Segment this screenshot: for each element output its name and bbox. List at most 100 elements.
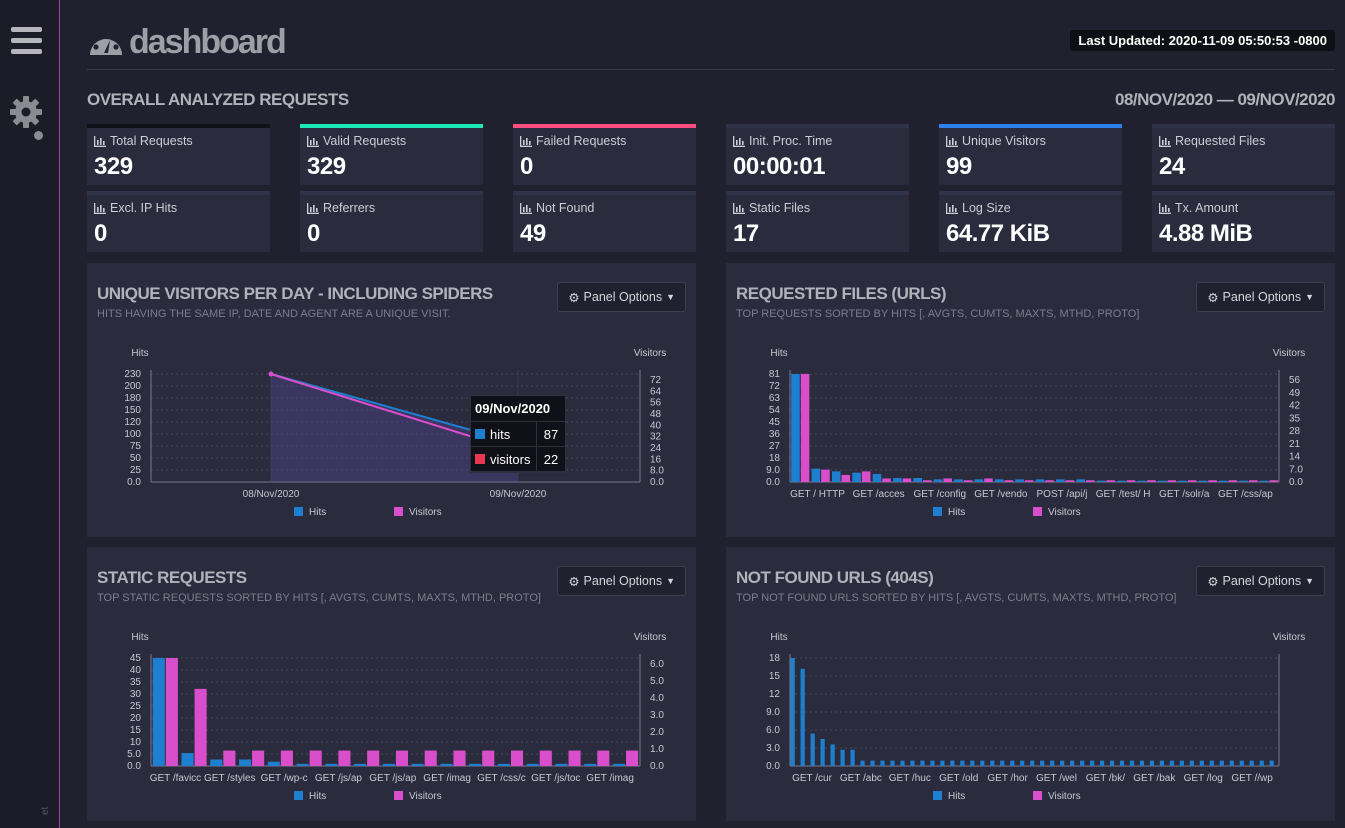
hits-bar	[296, 763, 309, 766]
hits-bar	[872, 474, 882, 482]
settings-gear-icon[interactable]	[9, 95, 43, 129]
x-tick-label: GET /bak	[1133, 773, 1176, 784]
gear-icon: ⚙	[568, 574, 580, 589]
hits-bar	[1198, 480, 1208, 482]
hits-bar	[1089, 760, 1095, 766]
bar-chart-icon	[946, 202, 958, 214]
x-tick-label: GET /vendo	[974, 489, 1028, 500]
y-tick-label: 63	[769, 393, 781, 404]
hits-bar	[852, 472, 861, 482]
card-label: Not Found	[536, 201, 595, 215]
visitors-bar	[1065, 480, 1075, 482]
metric-card: Requested Files 24	[1152, 124, 1335, 185]
hits-bar	[820, 739, 825, 766]
hits-bar	[1159, 760, 1165, 766]
metric-card: Init. Proc. Time 00:00:01	[726, 124, 909, 185]
hits-bar	[181, 753, 194, 766]
visitors-bar	[367, 750, 380, 766]
hits-bar	[497, 763, 510, 766]
visitors-bar	[597, 750, 610, 766]
hits-bar	[810, 733, 815, 766]
hits-bar	[790, 658, 795, 766]
hits-bar	[990, 760, 995, 766]
hits-bar	[1050, 760, 1055, 766]
caret-down-icon: ▼	[1305, 292, 1314, 302]
x-tick-label: GET /test/ H	[1096, 489, 1151, 500]
hits-bar	[584, 763, 597, 766]
hits-bar	[920, 760, 925, 766]
hits-bar	[1119, 760, 1125, 766]
tooltip-row-hits: hits 87	[471, 422, 565, 447]
bar-chart-icon	[94, 202, 106, 214]
visitors-bar	[902, 478, 912, 482]
hits-bar	[1199, 760, 1204, 766]
y2-axis-label: Visitors	[1273, 348, 1306, 359]
visitors-bar	[882, 478, 891, 482]
y-tick-label: 45	[130, 653, 142, 664]
visitors-bar	[963, 480, 973, 482]
metric-card: Referrers 0	[300, 191, 483, 252]
tooltip-row-visitors: visitors 22	[471, 447, 565, 472]
y-tick-label: 0.0	[766, 761, 780, 772]
metric-card: Not Found 49	[513, 191, 696, 252]
hits-bar	[1179, 760, 1184, 766]
bar-chart-icon	[733, 202, 745, 214]
x-tick-label: GET /js/toc	[531, 773, 580, 784]
tooltip-title: 09/Nov/2020	[471, 396, 565, 422]
y-tick-label: 0.0	[127, 477, 141, 488]
legend-swatch-visitors	[1033, 507, 1042, 516]
hits-bar	[1040, 760, 1045, 766]
date-range: 08/NOV/2020 — 09/NOV/2020	[1115, 90, 1335, 109]
hits-bar	[526, 763, 539, 766]
x-tick-label: GET /styles	[204, 773, 256, 784]
card-value: 49	[520, 220, 546, 247]
data-point	[268, 371, 274, 377]
legend-label-hits: Hits	[948, 791, 965, 802]
hits-bar	[1010, 760, 1015, 766]
panel-subtitle: TOP REQUESTS SORTED BY HITS [, AVGTS, CU…	[736, 308, 1140, 320]
x-tick-label: GET //wp	[1231, 773, 1273, 784]
y-tick-label: 9.0	[766, 465, 780, 476]
chart-legend: Hits Visitors	[933, 791, 1081, 802]
visitors-bar	[1208, 480, 1217, 482]
panel-static-requests: STATIC REQUESTS TOP STATIC REQUESTS SORT…	[87, 547, 696, 821]
bar-chart-icon	[946, 135, 958, 147]
y-tick-label: 50	[130, 453, 142, 464]
legend-label-visitors: Visitors	[409, 507, 442, 518]
legend-swatch-visitors	[394, 507, 403, 516]
visitors-bar	[252, 750, 265, 766]
visitors-bar	[1147, 480, 1156, 482]
hits-bar	[555, 763, 568, 766]
visitors-bar	[165, 658, 178, 766]
panel-options-button[interactable]: ⚙ Panel Options ▼	[1196, 566, 1325, 596]
x-tick-label: GET /css/ap	[1218, 489, 1273, 500]
hits-bar	[1259, 760, 1264, 766]
hits-bar	[1239, 760, 1244, 766]
hits-bar	[1096, 480, 1106, 482]
panel-options-button[interactable]: ⚙ Panel Options ▼	[557, 566, 686, 596]
metric-card: Static Files 17	[726, 191, 909, 252]
hits-bar	[1239, 480, 1249, 482]
y2-tick-label: 14	[1289, 452, 1301, 463]
y-tick-label: 15	[130, 725, 142, 736]
x-tick-label: GET /imag	[423, 773, 471, 784]
hits-bar	[1056, 479, 1065, 482]
visitors-bar	[194, 688, 207, 766]
y-tick-label: 25	[130, 701, 142, 712]
x-tick-label: GET /js/ap	[315, 773, 362, 784]
panel-options-button[interactable]: ⚙ Panel Options ▼	[557, 282, 686, 312]
hits-bar	[950, 760, 955, 766]
metric-card: Valid Requests 329	[300, 124, 483, 185]
menu-icon[interactable]	[11, 27, 42, 55]
caret-down-icon: ▼	[666, 576, 675, 586]
hits-bar	[325, 763, 338, 766]
panel-subtitle: HITS HAVING THE SAME IP, DATE AND AGENT …	[97, 308, 451, 320]
y2-tick-label: 42	[1289, 401, 1301, 412]
panel-options-button[interactable]: ⚙ Panel Options ▼	[1196, 282, 1325, 312]
card-value: 00:00:01	[733, 153, 826, 180]
visitors-bar	[861, 471, 871, 482]
card-accent-bar	[300, 191, 483, 195]
card-label: Total Requests	[110, 134, 193, 148]
hits-bar	[152, 658, 165, 766]
hits-bar	[1189, 760, 1194, 766]
